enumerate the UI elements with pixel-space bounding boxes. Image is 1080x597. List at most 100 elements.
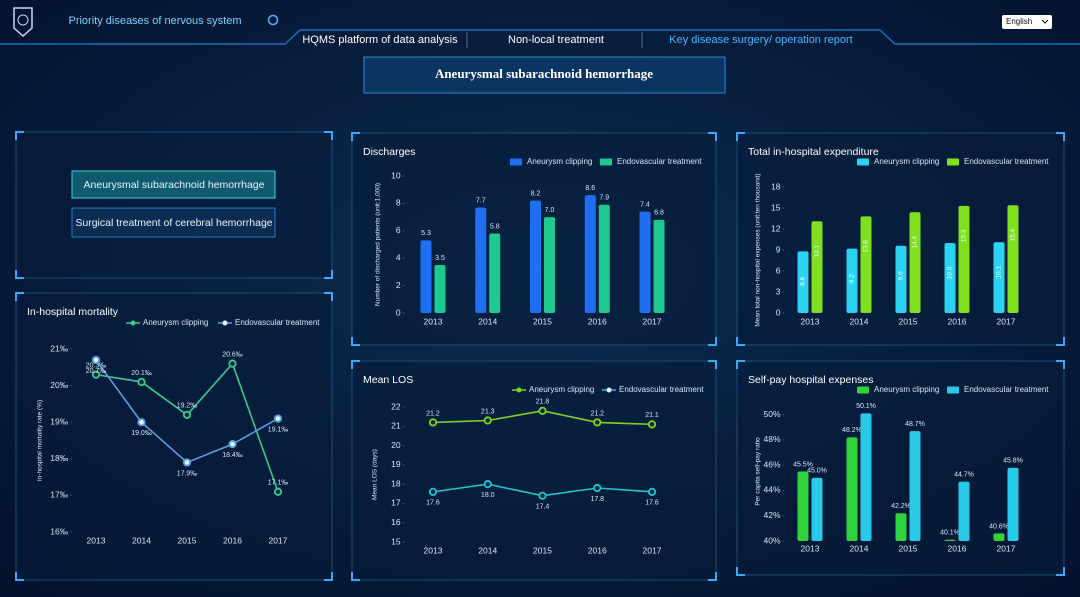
panel-corner	[708, 337, 717, 346]
value-label: 17.8	[590, 496, 604, 503]
y-tick-label: 18	[391, 478, 401, 488]
legend-label: Aneurysm clipping	[874, 157, 939, 166]
x-tick-label: 2016	[948, 316, 967, 326]
bar	[944, 539, 956, 541]
value-label: 8.2	[531, 191, 541, 198]
bar	[993, 533, 1005, 541]
x-tick-label: 2013	[87, 535, 106, 545]
point	[137, 418, 146, 427]
language-select[interactable]	[1002, 15, 1052, 29]
x-tick-label: 2016	[223, 535, 242, 545]
value-label: 20.1‰	[131, 370, 152, 377]
y-tick-label: 17	[391, 498, 401, 508]
value-label: 17.6	[645, 500, 659, 507]
bar	[653, 219, 665, 313]
value-label: 40.6%	[989, 523, 1009, 530]
nav-tab[interactable]: HQMS platform of data analysis	[302, 34, 458, 46]
legend-label: Aneurysm clipping	[874, 385, 939, 394]
bar	[1007, 467, 1019, 541]
y-tick-label: 2	[396, 280, 401, 290]
value-label: 5.8	[490, 223, 500, 230]
y-tick-label: 20	[391, 440, 401, 450]
point	[91, 370, 101, 379]
y-tick-label: 15	[771, 202, 781, 212]
panel-corner	[1056, 567, 1065, 576]
value-label: 20.7‰	[86, 368, 107, 375]
chart-title: Discharges	[363, 146, 416, 158]
value-label: 6.8	[654, 210, 664, 217]
legend-marker	[606, 387, 612, 393]
x-tick-label: 2014	[850, 316, 869, 326]
point	[228, 359, 237, 368]
point	[273, 487, 283, 496]
value-label: 7.4	[640, 201, 650, 208]
panel-corner	[1056, 337, 1065, 346]
value-label: 21.3	[481, 408, 495, 415]
point	[538, 491, 547, 500]
legend-label: Aneurysm clipping	[529, 385, 594, 394]
panel-corner	[15, 270, 24, 279]
x-tick-label: 2015	[899, 543, 918, 553]
panel	[15, 131, 333, 279]
y-axis-label: Number of discharged patients (unit:1,00…	[375, 183, 382, 306]
value-label: 45.5%	[793, 461, 813, 468]
bar	[909, 431, 921, 541]
value-label: 9.2	[849, 274, 856, 283]
value-label: 48.2%	[842, 427, 862, 434]
panel-corner	[708, 132, 717, 141]
x-tick-label: 2017	[997, 543, 1016, 553]
x-tick-label: 2015	[533, 316, 552, 326]
x-tick-label: 2016	[948, 543, 967, 553]
bar	[944, 243, 956, 313]
y-tick-label: 21‰	[50, 343, 68, 353]
value-label: 44.7%	[954, 471, 974, 478]
y-tick-label: 3	[776, 286, 781, 296]
panel-corner	[736, 567, 745, 576]
x-tick-label: 2013	[424, 316, 443, 326]
y-tick-label: 19‰	[50, 416, 68, 426]
value-label: 7.0	[545, 207, 555, 214]
value-label: 20.3‰	[86, 362, 107, 369]
value-label: 18.0	[481, 492, 495, 499]
point	[182, 458, 192, 467]
nav-tab[interactable]: Non-local treatment	[508, 34, 604, 46]
menu-item[interactable]	[71, 207, 276, 238]
value-label: 40.1%	[940, 530, 960, 537]
point	[182, 410, 192, 419]
x-tick-label: 2016	[588, 545, 607, 555]
value-label: 3.5	[435, 255, 445, 262]
page-title: Aneurysmal subarachnoid hemorrhage	[435, 66, 653, 81]
value-label: 17.9‰	[177, 470, 198, 477]
value-label: 45.8%	[1003, 458, 1023, 465]
bar	[530, 200, 541, 313]
y-tick-label: 18	[771, 181, 781, 191]
language-option[interactable]: English	[1006, 17, 1032, 26]
menu-item-label[interactable]: Surgical treatment of cerebral hemorrhag…	[75, 217, 272, 229]
nav-tab[interactable]: Key disease surgery/ operation report	[669, 34, 852, 46]
menu-item[interactable]	[71, 170, 276, 199]
y-tick-label: 50%	[763, 409, 780, 419]
legend-marker	[222, 320, 228, 326]
value-label: 8.6	[585, 185, 595, 192]
menu-item-label[interactable]: Aneurysmal subarachnoid hemorrhage	[84, 179, 265, 191]
bar	[958, 205, 970, 313]
y-tick-label: 10	[391, 170, 401, 180]
value-label: 7.7	[476, 197, 486, 204]
y-tick-label: 0	[396, 307, 401, 317]
panel-corner	[324, 131, 333, 140]
legend-swatch	[947, 386, 959, 394]
bar	[958, 481, 970, 541]
panel-corner	[1056, 132, 1065, 141]
bar	[639, 211, 651, 313]
value-label: 5.3	[421, 230, 431, 237]
y-tick-label: 6	[396, 225, 401, 235]
page-title-box	[363, 56, 726, 94]
bar	[489, 233, 501, 313]
legend-swatch	[857, 386, 869, 394]
value-label: 19.1‰	[268, 426, 289, 433]
y-tick-label: 42%	[763, 510, 780, 520]
panel-corner	[324, 270, 333, 279]
bar	[475, 207, 487, 313]
legend-label: Endovascular treatment	[617, 157, 702, 166]
